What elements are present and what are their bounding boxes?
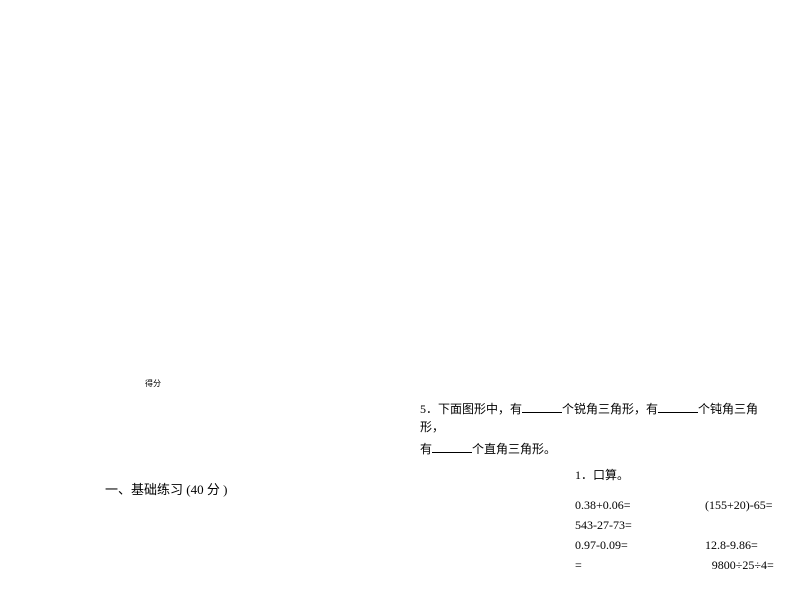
q5-prefix: 5．下面图形中，有 [420, 402, 522, 416]
score-label: 得分 [145, 378, 161, 389]
calc-row-2: 543-27-73= [575, 516, 780, 534]
calc-3a: 0.97-0.09= [575, 536, 705, 554]
calc-4b: 9800÷25÷4= [712, 556, 774, 574]
calc-1a: 0.38+0.06= [575, 496, 705, 514]
calc-heading: 1．口算。 [575, 466, 780, 484]
calc-row-4: = 9800÷25÷4= [575, 556, 780, 574]
calc-3b: 12.8-9.86= [705, 536, 758, 554]
calc-1b: (155+20)-65= [705, 496, 773, 514]
q5-mid1: 个锐角三角形，有 [562, 402, 658, 416]
section-heading: 一、基础练习 (40 分 ) [105, 479, 227, 498]
q5-line2-suffix: 个直角三角形。 [472, 442, 556, 456]
calc-2a: 543-27-73= [575, 516, 705, 534]
blank-right [432, 440, 472, 453]
q5-line2-prefix: 有 [420, 442, 432, 456]
question-5: 5．下面图形中，有个锐角三角形，有个钝角三角形， [420, 400, 780, 436]
section-number: 一、 [105, 482, 131, 497]
calc-row-1: 0.38+0.06=(155+20)-65= [575, 496, 780, 514]
calc-4a: = [575, 558, 582, 572]
section-points: (40 分 ) [183, 482, 227, 497]
right-column: 5．下面图形中，有个锐角三角形，有个钝角三角形， 有个直角三角形。 1．口算。 … [420, 400, 780, 576]
calc-row-3: 0.97-0.09=12.8-9.86= [575, 536, 780, 554]
question-5-line2: 有 个直角三角形。 [420, 440, 780, 458]
blank-obtuse [658, 400, 698, 413]
blank-acute [522, 400, 562, 413]
section-title-text: 基础练习 [131, 482, 183, 497]
